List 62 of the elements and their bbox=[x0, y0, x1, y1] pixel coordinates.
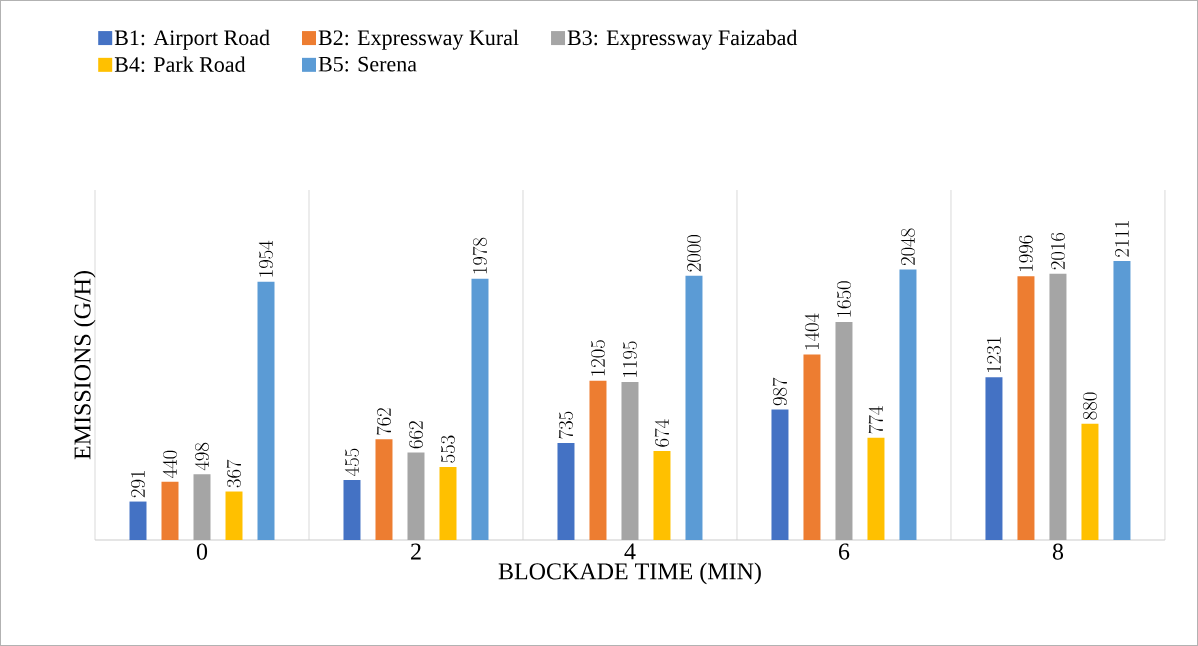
bar bbox=[803, 354, 821, 540]
bar bbox=[439, 466, 457, 540]
bar bbox=[1049, 273, 1067, 540]
data-label: 674 bbox=[654, 419, 669, 447]
bar bbox=[589, 380, 607, 540]
bar bbox=[161, 481, 179, 540]
y-axis-title: EMISSIONS (G/H) bbox=[73, 271, 96, 460]
x-axis-title: BLOCKADE TIME (MIN) bbox=[498, 562, 761, 585]
bar bbox=[685, 275, 703, 540]
data-label: 2111 bbox=[1114, 221, 1129, 257]
data-label: 455 bbox=[344, 448, 360, 476]
legend-label: B2: Expressway Kural bbox=[318, 29, 519, 50]
data-label: 498 bbox=[194, 442, 210, 471]
legend-label: B3: Expressway Faizabad bbox=[567, 29, 798, 50]
data-label: 1205 bbox=[590, 340, 605, 376]
bar bbox=[771, 409, 789, 540]
bar bbox=[129, 501, 147, 540]
x-tick-label: 8 bbox=[1052, 543, 1064, 560]
bar bbox=[835, 322, 853, 540]
bar bbox=[193, 474, 211, 540]
bar bbox=[867, 437, 885, 540]
bar bbox=[621, 382, 639, 540]
legend-label: B1: Airport Road bbox=[114, 29, 270, 50]
data-label: 1650 bbox=[836, 281, 851, 317]
bar bbox=[557, 442, 575, 540]
bar bbox=[1081, 423, 1099, 540]
bar bbox=[1017, 276, 1035, 540]
legend-label: B4: Park Road bbox=[114, 56, 246, 73]
bar bbox=[471, 278, 489, 540]
data-label: 2048 bbox=[900, 228, 915, 266]
bar bbox=[985, 377, 1003, 540]
data-label: 987 bbox=[772, 377, 787, 406]
legend-label: B5: Serena bbox=[318, 56, 417, 72]
bar bbox=[343, 479, 361, 540]
data-label: 367 bbox=[226, 459, 242, 488]
x-tick-label: 6 bbox=[839, 543, 850, 560]
bar bbox=[1113, 261, 1131, 540]
bar bbox=[899, 269, 917, 540]
bar bbox=[407, 452, 425, 540]
data-label: 880 bbox=[1082, 392, 1097, 420]
data-label: 1231 bbox=[986, 337, 1001, 373]
data-label: 735 bbox=[558, 411, 573, 439]
data-label: 2016 bbox=[1050, 232, 1065, 270]
data-label: 291 bbox=[130, 471, 146, 498]
data-label: 2000 bbox=[686, 235, 701, 272]
x-tick-label: 2 bbox=[411, 543, 421, 560]
data-label: 1996 bbox=[1018, 235, 1033, 271]
x-tick-label: 0 bbox=[196, 543, 208, 560]
data-label: 762 bbox=[376, 408, 392, 435]
data-label: 1978 bbox=[472, 237, 488, 274]
bar bbox=[225, 491, 243, 540]
data-label: 553 bbox=[440, 435, 456, 463]
data-label: 440 bbox=[162, 450, 178, 478]
data-label: 662 bbox=[408, 421, 424, 449]
data-label: 1954 bbox=[258, 240, 274, 277]
x-tick-label: 4 bbox=[624, 543, 636, 560]
bar bbox=[375, 439, 393, 540]
data-label: 1195 bbox=[622, 341, 637, 377]
data-label: 774 bbox=[868, 406, 883, 434]
bar bbox=[257, 281, 275, 540]
data-label: 1404 bbox=[804, 313, 819, 350]
bar bbox=[653, 450, 671, 540]
